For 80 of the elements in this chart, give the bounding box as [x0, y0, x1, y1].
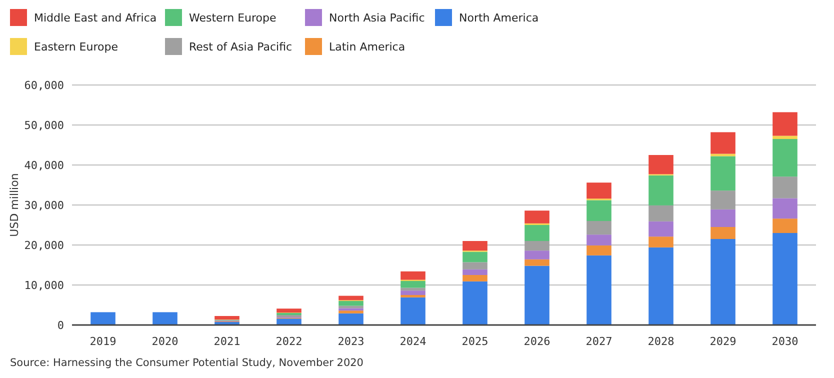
bar [524, 210, 550, 224]
bar [276, 308, 302, 313]
bar [400, 297, 426, 325]
y-tick-label: 50,000 [24, 118, 64, 132]
bar [400, 281, 426, 288]
legend-label: Middle East and Africa [34, 11, 157, 24]
bar [152, 312, 178, 325]
y-tick-label: 20,000 [24, 238, 64, 252]
legend-label: Eastern Europe [34, 40, 118, 54]
legend-label: Latin America [329, 40, 406, 54]
bar [338, 310, 364, 314]
y-axis-title: USD million [8, 173, 21, 237]
bar [400, 290, 426, 295]
x-tick-label: 2028 [648, 335, 674, 348]
x-tick-label: 2025 [462, 335, 488, 348]
bar [214, 316, 240, 320]
x-tick-label: 2021 [214, 335, 240, 348]
bar [772, 198, 798, 219]
legend-label: North America [459, 11, 539, 24]
bar [648, 221, 674, 237]
bar [462, 281, 488, 325]
x-tick-label: 2029 [710, 335, 736, 348]
bar [462, 275, 488, 282]
bar [772, 233, 798, 325]
bar [462, 241, 488, 251]
legend-label: Rest of Asia Pacific [189, 40, 292, 54]
bar [400, 288, 426, 291]
y-tick-label: 40,000 [24, 158, 64, 172]
bar [772, 139, 798, 177]
bar [710, 209, 736, 227]
bar [586, 245, 612, 256]
bar [772, 112, 798, 136]
x-tick-label: 2023 [338, 335, 364, 348]
bar [524, 259, 550, 266]
y-tick-label: 30,000 [24, 198, 64, 212]
y-tick-label: 60,000 [24, 78, 64, 92]
bar [524, 266, 550, 325]
bar [586, 182, 612, 199]
x-tick-label: 2026 [524, 335, 550, 348]
bar [772, 176, 798, 198]
bar [524, 225, 550, 241]
bar [586, 234, 612, 246]
bar [338, 296, 364, 300]
bar [772, 136, 798, 139]
x-tick-label: 2030 [772, 335, 798, 348]
y-tick-label: 10,000 [24, 278, 64, 292]
x-tick-label: 2027 [586, 335, 612, 348]
x-tick-label: 2019 [90, 335, 116, 348]
bar [710, 156, 736, 191]
bar [462, 252, 488, 262]
bar [586, 200, 612, 221]
bar [648, 175, 674, 206]
bar [710, 239, 736, 325]
bar [462, 262, 488, 270]
bar [772, 218, 798, 233]
x-tick-label: 2024 [400, 335, 427, 348]
legend-label: Western Europe [189, 11, 277, 24]
x-tick-label: 2020 [152, 335, 178, 348]
bar [338, 301, 364, 306]
bar [710, 227, 736, 239]
bar [400, 271, 426, 280]
bar [710, 190, 736, 210]
bar [462, 269, 488, 275]
legend-label: North Asia Pacific [329, 11, 425, 24]
x-tick-label: 2022 [276, 335, 302, 348]
y-tick-label: 0 [57, 318, 64, 332]
bar [338, 308, 364, 311]
bar [710, 132, 736, 154]
bar [90, 312, 116, 325]
bar [276, 318, 302, 325]
bar [524, 241, 550, 251]
bar [586, 221, 612, 235]
bar [648, 236, 674, 248]
bar [648, 247, 674, 325]
bar [586, 255, 612, 325]
bar [338, 313, 364, 325]
source-note: Source: Harnessing the Consumer Potential Study, November 2020 [10, 357, 364, 369]
bar [648, 205, 674, 222]
bar [524, 250, 550, 260]
bar [648, 155, 674, 174]
